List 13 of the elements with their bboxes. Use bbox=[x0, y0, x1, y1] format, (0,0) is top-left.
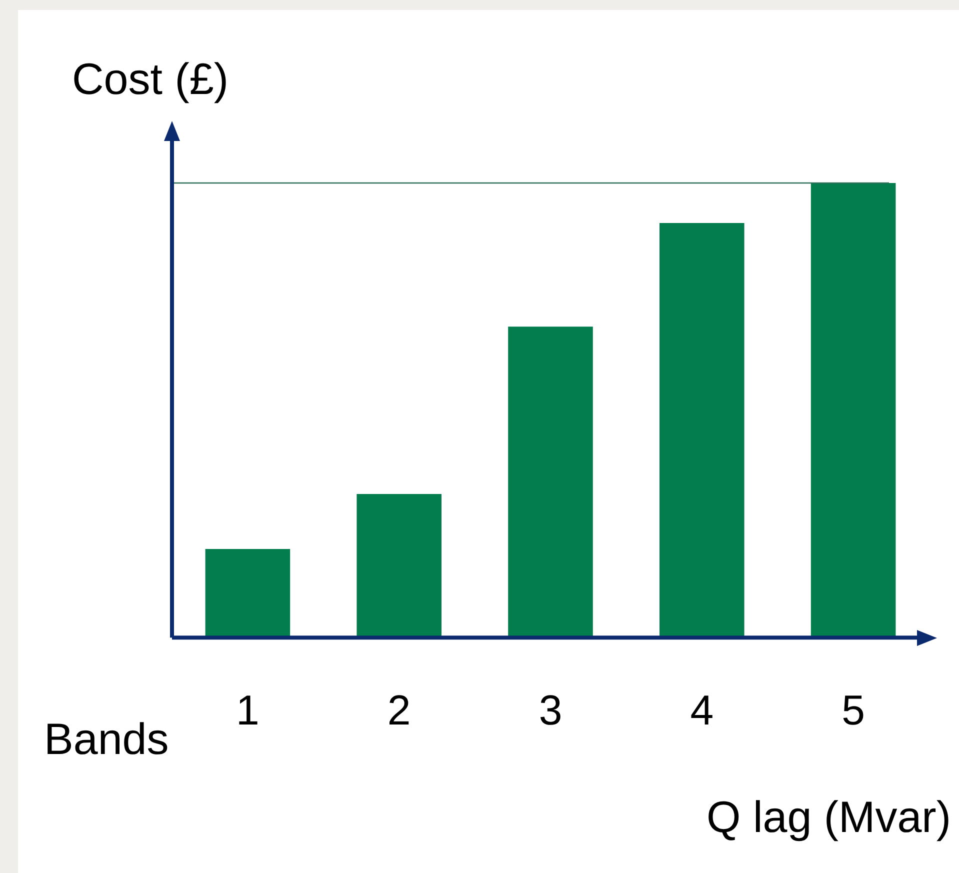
text: Bands bbox=[44, 715, 169, 764]
bar bbox=[205, 548, 290, 638]
bar bbox=[810, 183, 896, 638]
x-tick-label: 1 bbox=[236, 686, 260, 734]
x-tick-label: 3 bbox=[538, 686, 562, 734]
y-axis-title: Cost (£) bbox=[72, 55, 228, 104]
bar bbox=[660, 223, 744, 638]
x-tick-label: 5 bbox=[842, 686, 865, 734]
x-tick-label: 2 bbox=[387, 686, 411, 734]
x-axis-title: Q lag (Mvar) bbox=[706, 793, 951, 842]
bar bbox=[356, 494, 442, 638]
x-tick-label: 4 bbox=[690, 686, 714, 734]
bar bbox=[508, 326, 593, 638]
